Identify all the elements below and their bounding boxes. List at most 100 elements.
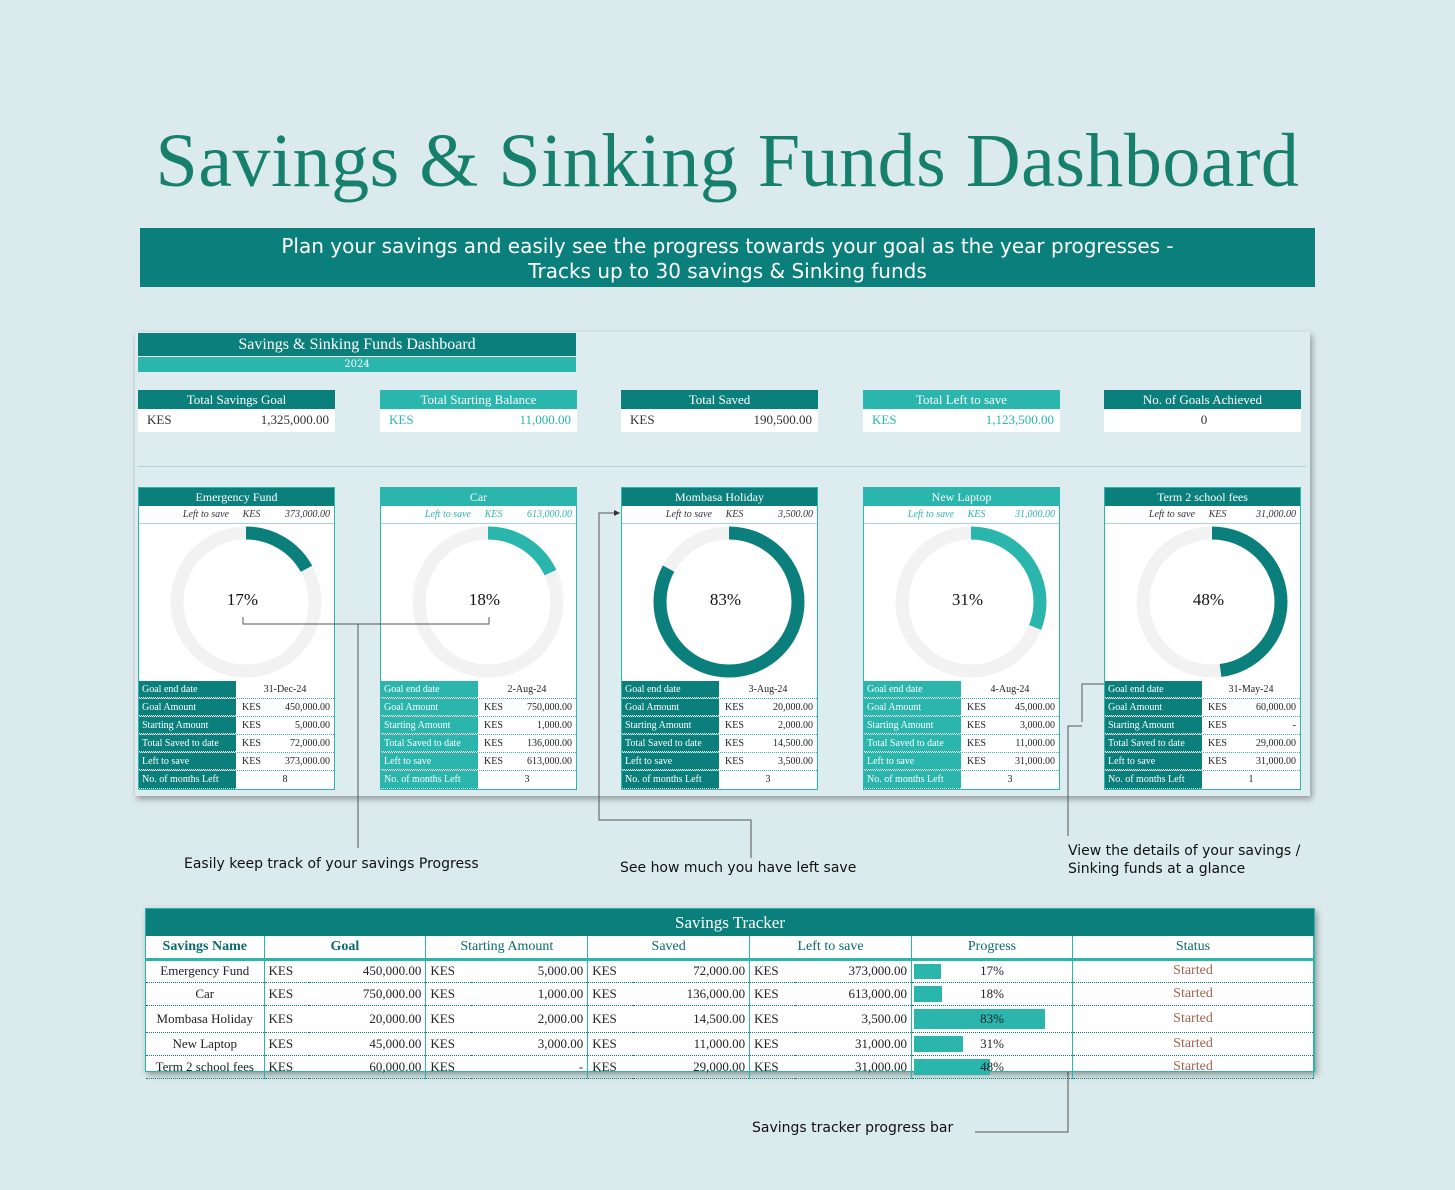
row-label: Total Saved to date xyxy=(1105,735,1202,752)
currency-cell: KES xyxy=(587,982,633,1006)
column-header[interactable]: Goal xyxy=(264,936,427,961)
row-value: 450,000.00 xyxy=(285,702,330,713)
table-row[interactable]: New Laptop KES 45,000.00 KES 3,000.00 KES 11,0… xyxy=(146,1032,1314,1056)
donut-percent: 83% xyxy=(709,590,742,609)
row-value: 31,000.00 xyxy=(1015,756,1055,767)
fund-row-months: No. of months Left 8 xyxy=(139,771,334,789)
dashboard-title: Savings & Sinking Funds Dashboard xyxy=(138,333,576,356)
currency-cell: KES xyxy=(749,1005,795,1033)
row-currency: KES xyxy=(1208,720,1227,731)
kpi-label: Total Savings Goal xyxy=(138,390,335,409)
kpi-card: No. of Goals Achieved 0 xyxy=(1104,390,1301,432)
row-label: No. of months Left xyxy=(864,771,961,789)
row-value: 60,000.00 xyxy=(1256,702,1296,713)
row-label: Starting Amount xyxy=(864,717,961,734)
fund-row-saved: Total Saved to date KES 136,000.00 xyxy=(381,735,576,753)
table-row[interactable]: Mombasa Holiday KES 20,000.00 KES 2,000.00 KE… xyxy=(146,1005,1314,1033)
row-label: Total Saved to date xyxy=(622,735,719,752)
progress-donut: 18% xyxy=(381,524,576,681)
currency-cell: KES xyxy=(749,1032,795,1056)
fund-name: Term 2 school fees xyxy=(1105,488,1300,506)
row-value: 5,000.00 xyxy=(295,720,330,731)
row-currency: KES xyxy=(725,738,744,749)
fund-name: Emergency Fund xyxy=(139,488,334,506)
table-row[interactable]: Emergency Fund KES 450,000.00 KES 5,000.00 KE… xyxy=(146,959,1314,983)
fund-row-months: No. of months Left 3 xyxy=(622,771,817,789)
progress-cell: 48% xyxy=(911,1055,1073,1079)
start-cell: 1,000.00 xyxy=(470,982,589,1006)
currency-cell: KES xyxy=(264,1032,309,1056)
progress-bar xyxy=(914,963,941,979)
goal-cell: 45,000.00 xyxy=(309,1032,427,1056)
row-currency: KES xyxy=(1208,702,1227,713)
row-label: Goal end date xyxy=(864,681,961,698)
row-value: 373,000.00 xyxy=(285,756,330,767)
row-value: 31,000.00 xyxy=(1256,756,1296,767)
row-label: Left to save xyxy=(864,753,961,770)
fund-row-left: Left to save KES 373,000.00 xyxy=(139,753,334,771)
goal-cell: 750,000.00 xyxy=(309,982,427,1006)
fund-card: Car Left to save KES 613,000.00 18% Goal e… xyxy=(380,487,577,790)
fund-row-start: Starting Amount KES 5,000.00 xyxy=(139,717,334,735)
currency-cell: KES xyxy=(587,1005,633,1033)
column-header[interactable]: Savings Name xyxy=(146,936,265,961)
currency-cell: KES xyxy=(587,1032,633,1056)
dashboard-panel: Savings & Sinking Funds Dashboard 2024 T… xyxy=(135,332,1310,796)
saved-cell: 11,000.00 xyxy=(632,1032,751,1056)
left-to-save-row: Left to save KES 3,500.00 xyxy=(622,506,817,524)
table-row[interactable]: Term 2 school fees KES 60,000.00 KES - KES 29,… xyxy=(146,1055,1314,1079)
progress-bar xyxy=(914,1058,990,1075)
kpi-value: 1,325,000.00 xyxy=(260,412,329,427)
banner-line-2: Tracks up to 30 savings & Sinking funds xyxy=(528,259,927,283)
column-header[interactable]: Saved xyxy=(587,936,751,961)
row-label: Total Saved to date xyxy=(864,735,961,752)
row-label: Left to save xyxy=(622,753,719,770)
divider xyxy=(138,466,1306,467)
saved-cell: 136,000.00 xyxy=(632,982,751,1006)
progress-donut: 48% xyxy=(1105,524,1300,681)
progress-donut: 83% xyxy=(622,524,817,681)
goal-cell: 450,000.00 xyxy=(309,959,427,983)
kpi-currency: KES xyxy=(872,412,897,427)
row-currency: KES xyxy=(484,720,503,731)
row-currency: KES xyxy=(1208,738,1227,749)
donut-progress-arc xyxy=(895,526,1047,678)
left-cell: 613,000.00 xyxy=(794,982,912,1006)
status-cell: Started xyxy=(1072,1055,1314,1079)
goal-cell: 20,000.00 xyxy=(309,1005,427,1033)
currency-cell: KES xyxy=(425,1005,471,1033)
tracker-table: Savings Name Goal Starting Amount Saved Left… xyxy=(146,936,1314,1079)
kpi-card: Total Starting Balance KES 11,000.00 xyxy=(380,390,577,432)
row-label: Total Saved to date xyxy=(139,735,236,752)
currency-cell: KES xyxy=(425,982,471,1006)
row-currency: KES xyxy=(484,756,503,767)
left-cell: 31,000.00 xyxy=(794,1032,912,1056)
currency: KES xyxy=(484,509,503,520)
progress-label: 31% xyxy=(980,1035,1004,1051)
donut-percent: 18% xyxy=(468,590,501,609)
fund-row-months: No. of months Left 3 xyxy=(864,771,1059,789)
column-header[interactable]: Progress xyxy=(911,936,1073,961)
table-row[interactable]: Car KES 750,000.00 KES 1,000.00 KES 136,000.00… xyxy=(146,982,1314,1006)
name-cell: Emergency Fund xyxy=(146,959,265,983)
progress-label: 48% xyxy=(980,1058,1004,1074)
progress-bar xyxy=(914,985,943,1002)
column-header[interactable]: Left to save xyxy=(749,936,912,961)
row-label: Left to save xyxy=(381,753,478,770)
saved-cell: 72,000.00 xyxy=(632,959,751,983)
column-header[interactable]: Starting Amount xyxy=(425,936,589,961)
kpi-card: Total Left to save KES 1,123,500.00 xyxy=(863,390,1060,432)
row-value: 20,000.00 xyxy=(773,702,813,713)
left-to-save-label: Left to save xyxy=(907,509,954,520)
fund-card: Mombasa Holiday Left to save KES 3,500.00 … xyxy=(621,487,818,790)
fund-row-end: Goal end date 4-Aug-24 xyxy=(864,681,1059,699)
left-to-save-row: Left to save KES 31,000.00 xyxy=(864,506,1059,524)
currency-cell: KES xyxy=(264,1055,309,1079)
row-currency: KES xyxy=(725,756,744,767)
row-value: 2,000.00 xyxy=(778,720,813,731)
fund-card: New Laptop Left to save KES 31,000.00 31% … xyxy=(863,487,1060,790)
row-value: 31-May-24 xyxy=(1228,684,1274,695)
left-cell: 31,000.00 xyxy=(794,1055,912,1079)
progress-cell: 83% xyxy=(911,1005,1073,1033)
column-header[interactable]: Status xyxy=(1072,936,1314,961)
